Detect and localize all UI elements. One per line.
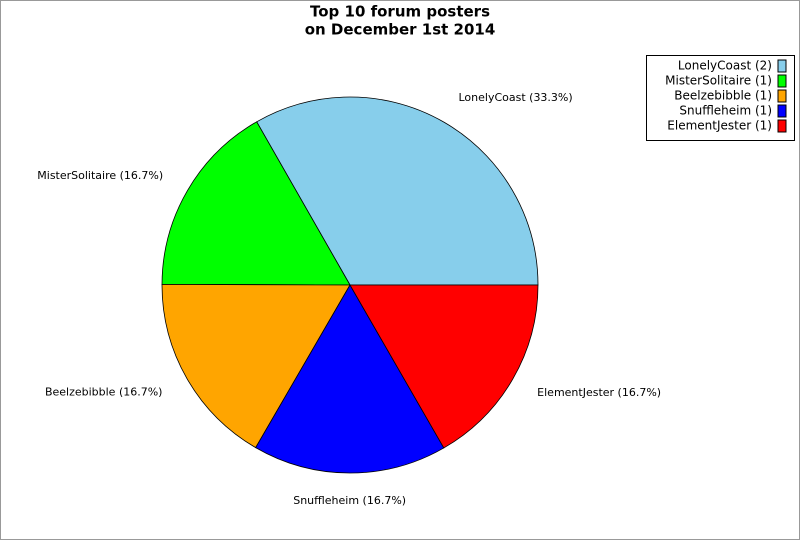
legend-label: Beelzebibble (1)	[674, 89, 772, 103]
legend-swatch	[777, 104, 787, 118]
legend-swatch	[777, 89, 787, 103]
pie-slice	[349, 284, 539, 449]
legend-swatch	[777, 59, 787, 73]
legend-label: ElementJester (1)	[667, 119, 772, 133]
slice-label: Beelzebibble (16.7%)	[45, 386, 163, 399]
legend-box	[646, 55, 795, 141]
legend-label: LonelyCoast (2)	[678, 59, 772, 73]
slice-label: MisterSolitaire (16.7%)	[37, 169, 163, 182]
legend-swatch	[777, 74, 787, 88]
legend-swatch	[777, 119, 787, 133]
slice-label: Snuffleheim (16.7%)	[293, 494, 406, 507]
pie-slice	[256, 96, 539, 286]
pie-slice	[255, 284, 445, 474]
slice-label: LonelyCoast (33.3%)	[458, 91, 572, 104]
legend-label: MisterSolitaire (1)	[665, 74, 772, 88]
chart-title: Top 10 forum posters	[310, 3, 490, 21]
chart-title: on December 1st 2014	[305, 21, 496, 39]
pie-slice	[161, 284, 351, 449]
pie-slice	[161, 121, 351, 286]
slice-label: ElementJester (16.7%)	[537, 386, 661, 399]
legend-label: Snuffleheim (1)	[679, 104, 772, 118]
